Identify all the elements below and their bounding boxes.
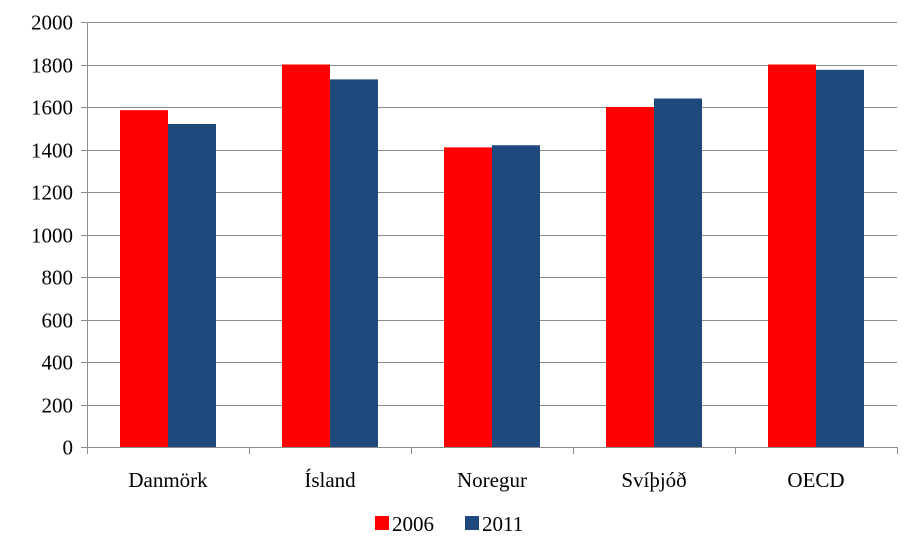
x-category-labels: Danmörk Ísland Noregur Svíþjóð OECD [128,468,844,492]
y-tick-label: 1800 [31,54,73,78]
bar-2011-Noregur [492,145,540,447]
bar-2006-Svíþjóð [606,107,654,447]
bar-2006-Noregur [444,147,492,447]
y-tick-label: 1600 [31,96,73,120]
bars [120,64,864,447]
category-label: Noregur [457,468,527,492]
axes [81,22,898,454]
y-tick-label: 800 [42,266,74,290]
y-tick-label: 2000 [31,11,73,35]
legend-label: 2006 [392,512,434,536]
bar-2011-OECD [816,69,864,447]
y-tick-label: 0 [63,436,74,460]
category-label: Svíþjóð [621,468,686,492]
y-tick-label: 1400 [31,139,73,163]
y-tick-label: 1000 [31,224,73,248]
legend-swatch-2011 [465,516,479,530]
legend-label: 2011 [482,512,523,536]
bar-2011-Ísland [330,79,378,447]
category-label: Danmörk [128,468,208,492]
bar-2006-Danmörk [120,110,168,447]
y-tick-label: 400 [42,351,74,375]
y-tick-label: 600 [42,309,74,333]
y-tick-label: 1200 [31,181,73,205]
bar-2006-OECD [768,64,816,447]
legend: 2006 2011 [375,512,523,536]
legend-swatch-2006 [375,516,389,530]
bar-2006-Ísland [282,64,330,447]
y-tick-label: 200 [42,394,74,418]
bar-2011-Svíþjóð [654,98,702,447]
category-label: Ísland [304,468,356,492]
bar-2011-Danmörk [168,124,216,447]
y-tick-labels: 0 200 400 600 800 1000 1200 1400 1600 1800 2000 [31,11,73,460]
category-label: OECD [787,468,844,492]
